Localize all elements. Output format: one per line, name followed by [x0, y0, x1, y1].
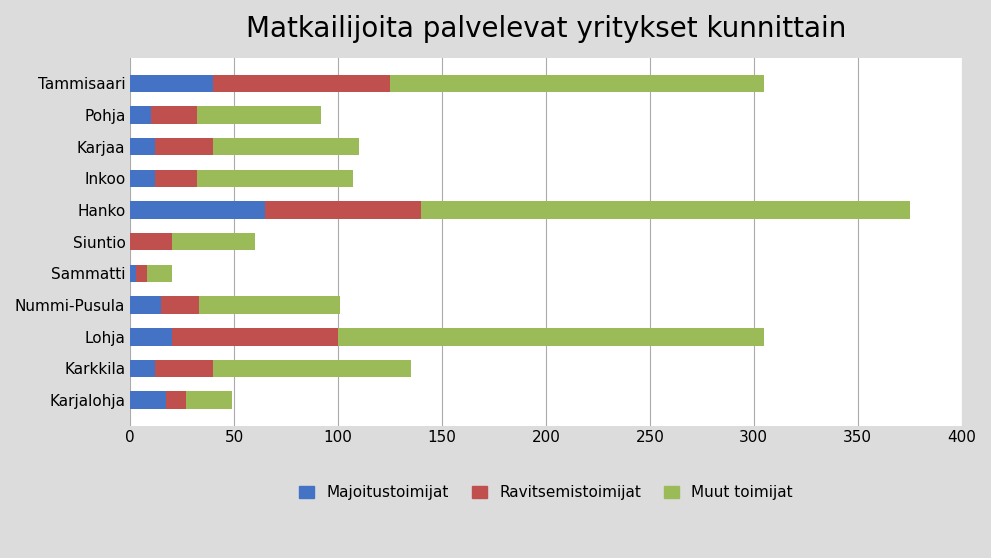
Bar — [156, 170, 197, 187]
Bar — [197, 106, 321, 124]
Bar — [213, 360, 411, 377]
Bar — [197, 170, 353, 187]
Bar — [137, 264, 147, 282]
Bar — [130, 392, 165, 409]
Bar — [130, 170, 156, 187]
Bar — [186, 392, 232, 409]
Bar — [171, 233, 255, 251]
Bar — [147, 264, 171, 282]
Bar — [130, 75, 213, 92]
Bar — [156, 138, 213, 155]
Bar — [213, 138, 359, 155]
Bar — [156, 360, 213, 377]
Bar — [130, 233, 171, 251]
Bar — [130, 138, 156, 155]
Legend: Majoitustoimijat, Ravitsemistoimijat, Muut toimijat: Majoitustoimijat, Ravitsemistoimijat, Mu… — [291, 478, 801, 508]
Bar — [151, 106, 197, 124]
Bar — [130, 264, 137, 282]
Bar — [390, 75, 764, 92]
Bar — [130, 106, 151, 124]
Bar — [130, 328, 171, 345]
Bar — [130, 296, 162, 314]
Bar — [162, 296, 199, 314]
Bar — [338, 328, 764, 345]
Bar — [266, 201, 421, 219]
Bar — [199, 296, 340, 314]
Bar — [171, 328, 338, 345]
Bar — [213, 75, 390, 92]
Bar — [165, 392, 186, 409]
Bar — [130, 201, 266, 219]
Title: Matkailijoita palvelevat yritykset kunnittain: Matkailijoita palvelevat yritykset kunni… — [246, 15, 846, 43]
Bar — [421, 201, 910, 219]
Bar — [130, 360, 156, 377]
